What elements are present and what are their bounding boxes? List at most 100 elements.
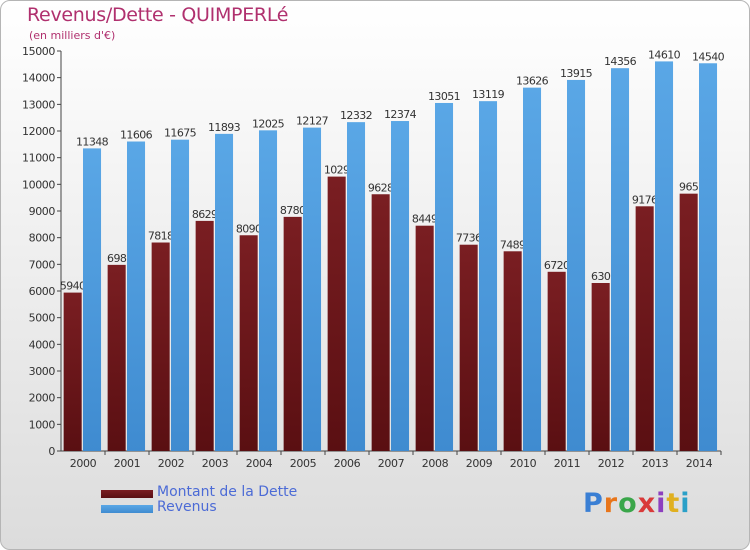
bar-dette	[503, 251, 522, 451]
x-tick-label: 2001	[114, 457, 140, 470]
bar-revenus	[215, 133, 234, 451]
bar-dette	[195, 220, 214, 451]
data-label-dette: 9628	[368, 181, 394, 194]
bar-dette	[415, 225, 434, 451]
logo-letter: i	[656, 488, 667, 519]
bar-dette	[283, 216, 302, 451]
data-label-revenus: 11606	[120, 129, 153, 142]
legend-label-dette: Montant de la Dette	[157, 484, 298, 500]
data-label-revenus: 13051	[428, 90, 460, 103]
x-tick-label: 2004	[246, 457, 273, 470]
bar-dette	[327, 176, 346, 451]
legend-swatch-revenus	[101, 505, 153, 513]
y-tick-label: 13000	[22, 98, 55, 111]
y-tick-label: 7000	[29, 258, 56, 271]
y-tick-label: 15000	[22, 45, 55, 58]
data-label-revenus: 14356	[604, 55, 637, 68]
x-tick-label: 2008	[422, 457, 449, 470]
data-label-dette: 8090	[236, 222, 262, 235]
y-tick-label: 0	[48, 445, 55, 458]
y-tick-label: 11000	[22, 152, 55, 165]
data-label-revenus: 13626	[516, 75, 549, 88]
y-tick-label: 14000	[22, 72, 55, 85]
x-tick-label: 2002	[158, 457, 184, 470]
data-label-dette: 7489	[500, 238, 526, 251]
x-tick-label: 2011	[554, 457, 580, 470]
y-tick-label: 3000	[29, 365, 56, 378]
bar-revenus	[171, 139, 190, 451]
data-label-revenus: 12127	[296, 115, 329, 128]
chart-subtitle: (en milliers d'€)	[29, 29, 116, 42]
bar-revenus	[83, 148, 102, 452]
y-tick-label: 8000	[29, 232, 56, 245]
data-label-dette: 8449	[412, 213, 438, 226]
y-tick-label: 1000	[29, 418, 56, 431]
data-label-revenus: 11893	[208, 121, 241, 134]
bar-dette	[547, 271, 566, 451]
data-label-dette: 8629	[192, 208, 218, 221]
x-tick-label: 2003	[202, 457, 229, 470]
bar-revenus	[127, 141, 146, 452]
y-tick-label: 10000	[22, 178, 55, 191]
data-label-revenus: 11675	[164, 127, 197, 140]
bar-revenus	[523, 87, 542, 451]
data-label-revenus: 12332	[340, 109, 372, 122]
bar-dette	[151, 242, 170, 451]
logo-letter: i	[680, 488, 691, 519]
data-label-revenus: 12025	[252, 117, 285, 130]
bar-dette	[591, 283, 610, 451]
bar-revenus	[699, 63, 718, 452]
data-label-dette: 9176	[632, 193, 658, 206]
x-tick-label: 2006	[334, 457, 361, 470]
bar-dette	[239, 235, 258, 451]
x-tick-label: 2014	[686, 457, 713, 470]
legend-item-revenus: Revenus	[101, 499, 401, 516]
logo-letter: o	[618, 488, 638, 519]
data-label-revenus: 13119	[472, 88, 505, 101]
data-label-revenus: 11348	[76, 135, 109, 148]
data-label-revenus: 14540	[692, 50, 725, 63]
data-label-dette: 6720	[544, 259, 570, 272]
x-tick-label: 2012	[598, 457, 624, 470]
bar-revenus	[567, 79, 586, 451]
bar-dette	[107, 264, 126, 451]
y-tick-label: 12000	[22, 125, 55, 138]
bar-dette	[371, 194, 390, 451]
chart-title: Revenus/Dette - QUIMPERLé	[27, 4, 289, 26]
logo-letter: x	[637, 488, 657, 519]
data-label-dette: 7818	[148, 230, 174, 243]
proxiti-logo: Proxiti	[583, 488, 691, 519]
bar-revenus	[347, 122, 366, 451]
y-tick-label: 5000	[29, 312, 56, 325]
y-tick-label: 2000	[29, 392, 56, 405]
x-tick-label: 2000	[70, 457, 97, 470]
data-label-dette: 7736	[456, 232, 482, 245]
bar-revenus	[391, 121, 410, 451]
bar-dette	[63, 292, 82, 451]
bar-revenus	[655, 61, 674, 452]
y-tick-label: 9000	[29, 205, 56, 218]
data-label-revenus: 14610	[648, 48, 681, 61]
legend-swatch-dette	[101, 490, 153, 498]
x-tick-label: 2007	[378, 457, 405, 470]
bar-dette	[635, 206, 654, 451]
bar-revenus	[303, 127, 322, 451]
x-tick-label: 2005	[290, 457, 317, 470]
data-label-dette: 8780	[280, 204, 306, 217]
logo-letter: P	[583, 488, 604, 519]
bar-revenus	[259, 130, 278, 452]
data-label-dette: 698	[107, 252, 127, 265]
data-label-revenus: 13915	[560, 67, 593, 80]
y-tick-label: 6000	[29, 285, 56, 298]
bar-revenus	[435, 102, 454, 452]
data-label-dette: 630	[591, 270, 611, 283]
x-tick-label: 2009	[466, 457, 493, 470]
logo-letter: t	[666, 488, 681, 519]
data-label-dette: 965	[679, 181, 699, 194]
bar-dette	[679, 193, 698, 451]
data-label-revenus: 12374	[384, 108, 417, 121]
x-tick-label: 2010	[510, 457, 537, 470]
data-label-dette: 5940	[60, 280, 86, 293]
